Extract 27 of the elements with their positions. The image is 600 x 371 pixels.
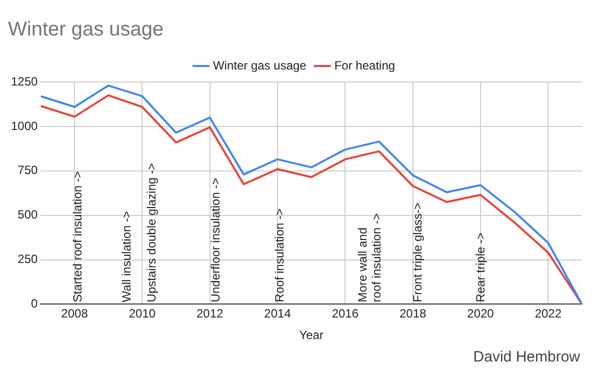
- legend-label: For heating: [334, 58, 396, 72]
- annotation: Front triple glass->: [410, 202, 424, 302]
- x-tick-label: 2020: [467, 306, 494, 321]
- x-tick-label: 2014: [264, 306, 292, 321]
- y-tick-label: 1000: [10, 118, 38, 133]
- y-tick-label: 250: [18, 252, 38, 266]
- x-tick-label: 2012: [196, 306, 224, 321]
- text: David Hembrow: [473, 348, 580, 366]
- annotation: Upstairs double glazing ->: [144, 163, 158, 302]
- chart-title: Winter gas usage: [8, 18, 164, 41]
- y-tick-label: 0: [31, 296, 38, 311]
- annotation: Roof insulation ->: [272, 208, 286, 302]
- annotation: Wall insulation ->: [119, 210, 134, 302]
- y-tick-label: 750: [18, 163, 38, 178]
- x-axis-title: Year: [299, 328, 324, 342]
- y-tick-label: 500: [18, 208, 38, 222]
- x-tick-label: 2022: [534, 306, 562, 321]
- x-tick-label: 2010: [128, 306, 156, 321]
- legend-label: Winter gas usage: [212, 58, 307, 72]
- annotation: Underfloor insulation ->: [208, 178, 222, 302]
- y-tick-label: 1250: [10, 74, 38, 88]
- x-tick-label: 2008: [61, 306, 88, 321]
- x-tick-label: 2016: [332, 306, 359, 321]
- annotation: More wall and roof insulation ->: [355, 213, 384, 302]
- annotation: Rear triple ->: [473, 232, 488, 302]
- x-tick-label: 2018: [399, 306, 427, 321]
- annotation: Started roof insulation ->: [70, 171, 84, 302]
